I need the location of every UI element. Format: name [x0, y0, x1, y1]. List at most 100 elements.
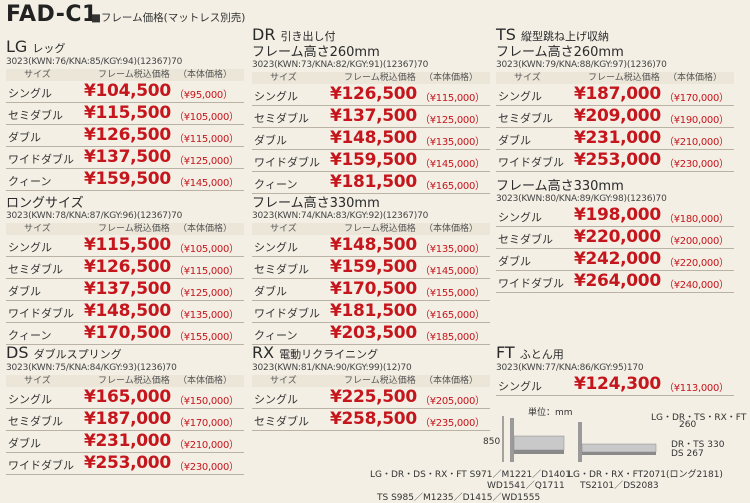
table-row: ダブル ¥231,000 （¥210,000） [6, 431, 244, 453]
size-label: クィーン [254, 178, 298, 191]
price-value: ¥231,000 [574, 128, 661, 148]
section-ds: DS ダブルスプリング 3023(KWN:75/KNA:84/KGY:93)(1… [6, 344, 244, 475]
size-label: シングル [498, 380, 542, 393]
ds-label: DS 267 [671, 449, 704, 459]
price-value: ¥165,000 [84, 387, 171, 407]
price-value: ¥187,000 [574, 84, 661, 104]
table-row: シングル ¥115,500 （¥105,000） [6, 235, 244, 257]
section-dr330: フレーム高さ330mm 3023(KWN:74/KNA:83/KGY:92)(1… [252, 196, 490, 345]
table-row: シングル ¥187,000 （¥170,000） [496, 84, 734, 106]
header-price: フレーム税込価格 [344, 224, 416, 234]
table-header: サイズ フレーム税込価格 （本体価格） [6, 375, 244, 387]
width-dimensions-2: WD1541／Q1711 [487, 481, 565, 491]
price-value: ¥181,500 [330, 172, 417, 192]
size-label: ワイドダブル [8, 307, 74, 320]
price-table: サイズ フレーム税込価格 （本体価格） シングル ¥165,000 （¥150,000） セ… [6, 375, 244, 475]
size-label: シングル [254, 393, 298, 406]
size-label: ワイドダブル [498, 156, 564, 169]
table-header: サイズ フレーム税込価格 （本体価格） [496, 72, 734, 84]
base-price-value: （¥125,000） [174, 288, 239, 299]
header-price: フレーム税込価格 [98, 224, 170, 234]
base-price-value: （¥165,000） [420, 181, 485, 192]
table-row: セミダブル ¥258,500 （¥235,000） [252, 409, 490, 431]
base-price-value: （¥230,000） [664, 159, 729, 170]
size-label: ワイドダブル [254, 307, 320, 320]
size-label: クィーン [8, 175, 52, 188]
price-value: ¥104,500 [84, 81, 171, 101]
base-price-value: （¥115,000） [174, 266, 239, 277]
table-row: ワイドダブル ¥148,500 （¥135,000） [6, 301, 244, 323]
size-label: セミダブル [254, 263, 309, 276]
headboard-shape [510, 418, 514, 462]
size-label: ダブル [8, 131, 41, 144]
section-lg: LG レッグ 3023(KWN:76/KNA:85/KGY:94)(12367)… [6, 38, 244, 191]
section-title: フレーム高さ330mm [496, 179, 624, 194]
width-dimensions-ts: TS S985／M1235／D1415／WD1555 [377, 493, 541, 503]
table-row: ワイドダブル ¥264,000 （¥240,000） [496, 271, 734, 293]
header-base: （本体価格） [178, 376, 233, 386]
section-title: DR 引き出し付 [252, 25, 336, 44]
table-row: シングル ¥165,000 （¥150,000） [6, 387, 244, 409]
base-price-value: （¥155,000） [174, 332, 239, 343]
header-base: （本体価格） [424, 73, 479, 83]
price-value: ¥159,500 [330, 150, 417, 170]
section-ts260: TS 縦型跳ね上げ収納 フレーム高さ260mm 3023(KWN:79/KNA:… [496, 26, 734, 172]
price-value: ¥115,500 [84, 235, 171, 255]
section-title: FT ふとん用 [496, 343, 564, 362]
table-row: セミダブル ¥159,500 （¥145,000） [252, 257, 490, 279]
table-header: サイズ フレーム税込価格 （本体価格） [6, 69, 244, 81]
table-row: ダブル ¥231,000 （¥210,000） [496, 128, 734, 150]
price-value: ¥137,500 [330, 106, 417, 126]
base-price-value: （¥235,000） [420, 418, 485, 429]
price-value: ¥203,500 [330, 323, 417, 343]
page-subtitle: ■フレーム価格(マットレス別売) [91, 12, 246, 24]
header-size: サイズ [270, 224, 297, 234]
section-ts330: フレーム高さ330mm 3023(KWN:80/KNA:89/KGY:98)(1… [496, 179, 734, 293]
size-label: ダブル [8, 437, 41, 450]
header-price: フレーム税込価格 [98, 70, 170, 80]
table-row: シングル ¥126,500 （¥115,000） [252, 84, 490, 106]
price-value: ¥187,000 [84, 409, 171, 429]
header-base: （本体価格） [424, 376, 479, 386]
header-price: フレーム税込価格 [98, 376, 170, 386]
base-price-value: （¥205,000） [420, 396, 485, 407]
base-price-value: （¥145,000） [420, 159, 485, 170]
size-label: ワイドダブル [254, 156, 320, 169]
size-label: シングル [498, 90, 542, 103]
price-value: ¥198,000 [574, 205, 661, 225]
width-dimensions: LG・DR・DS・RX・FT S971／M1221／D1401 [370, 470, 572, 480]
base-price-value: （¥105,000） [174, 244, 239, 255]
size-label: ワイドダブル [498, 277, 564, 290]
size-label: ダブル [8, 285, 41, 298]
table-row: セミダブル ¥126,500 （¥115,000） [6, 257, 244, 279]
header-size: サイズ [514, 73, 541, 83]
table-row: シングル ¥148,500 （¥135,000） [252, 235, 490, 257]
price-value: ¥264,000 [574, 271, 661, 291]
base-price-value: （¥125,000） [420, 115, 485, 126]
base-price-value: （¥210,000） [664, 137, 729, 148]
bed-diagram [502, 416, 657, 462]
price-value: ¥159,500 [84, 169, 171, 189]
price-value: ¥231,000 [84, 431, 171, 451]
base-price-value: （¥155,000） [420, 288, 485, 299]
dr-ts-label: DR・TS 330 [671, 440, 725, 450]
table-header: サイズ フレーム税込価格 （本体価格） [252, 223, 490, 235]
base-price-value: （¥190,000） [664, 115, 729, 126]
base-price-value: （¥145,000） [420, 266, 485, 277]
table-row: ワイドダブル ¥137,500 （¥125,000） [6, 147, 244, 169]
header-base: （本体価格） [178, 224, 233, 234]
section-dr260: DR 引き出し付 フレーム高さ260mm 3023(KWN:73/KNA:82/… [252, 26, 490, 194]
base-price-value: （¥240,000） [664, 280, 729, 291]
price-value: ¥126,500 [84, 257, 171, 277]
size-label: セミダブル [254, 415, 309, 428]
table-header: サイズ フレーム税込価格 （本体価格） [6, 223, 244, 235]
table-row: クィーン ¥159,500 （¥145,000） [6, 169, 244, 191]
table-row: ダブル ¥148,500 （¥135,000） [252, 128, 490, 150]
table-row: クィーン ¥181,500 （¥165,000） [252, 172, 490, 194]
unit-label: 単位：mm [528, 408, 573, 418]
table-row: ワイドダブル ¥253,000 （¥230,000） [496, 150, 734, 172]
table-row: セミダブル ¥187,000 （¥170,000） [6, 409, 244, 431]
base-price-value: （¥135,000） [420, 244, 485, 255]
table-row: ダブル ¥137,500 （¥125,000） [6, 279, 244, 301]
table-row: クィーン ¥203,500 （¥185,000） [252, 323, 490, 345]
